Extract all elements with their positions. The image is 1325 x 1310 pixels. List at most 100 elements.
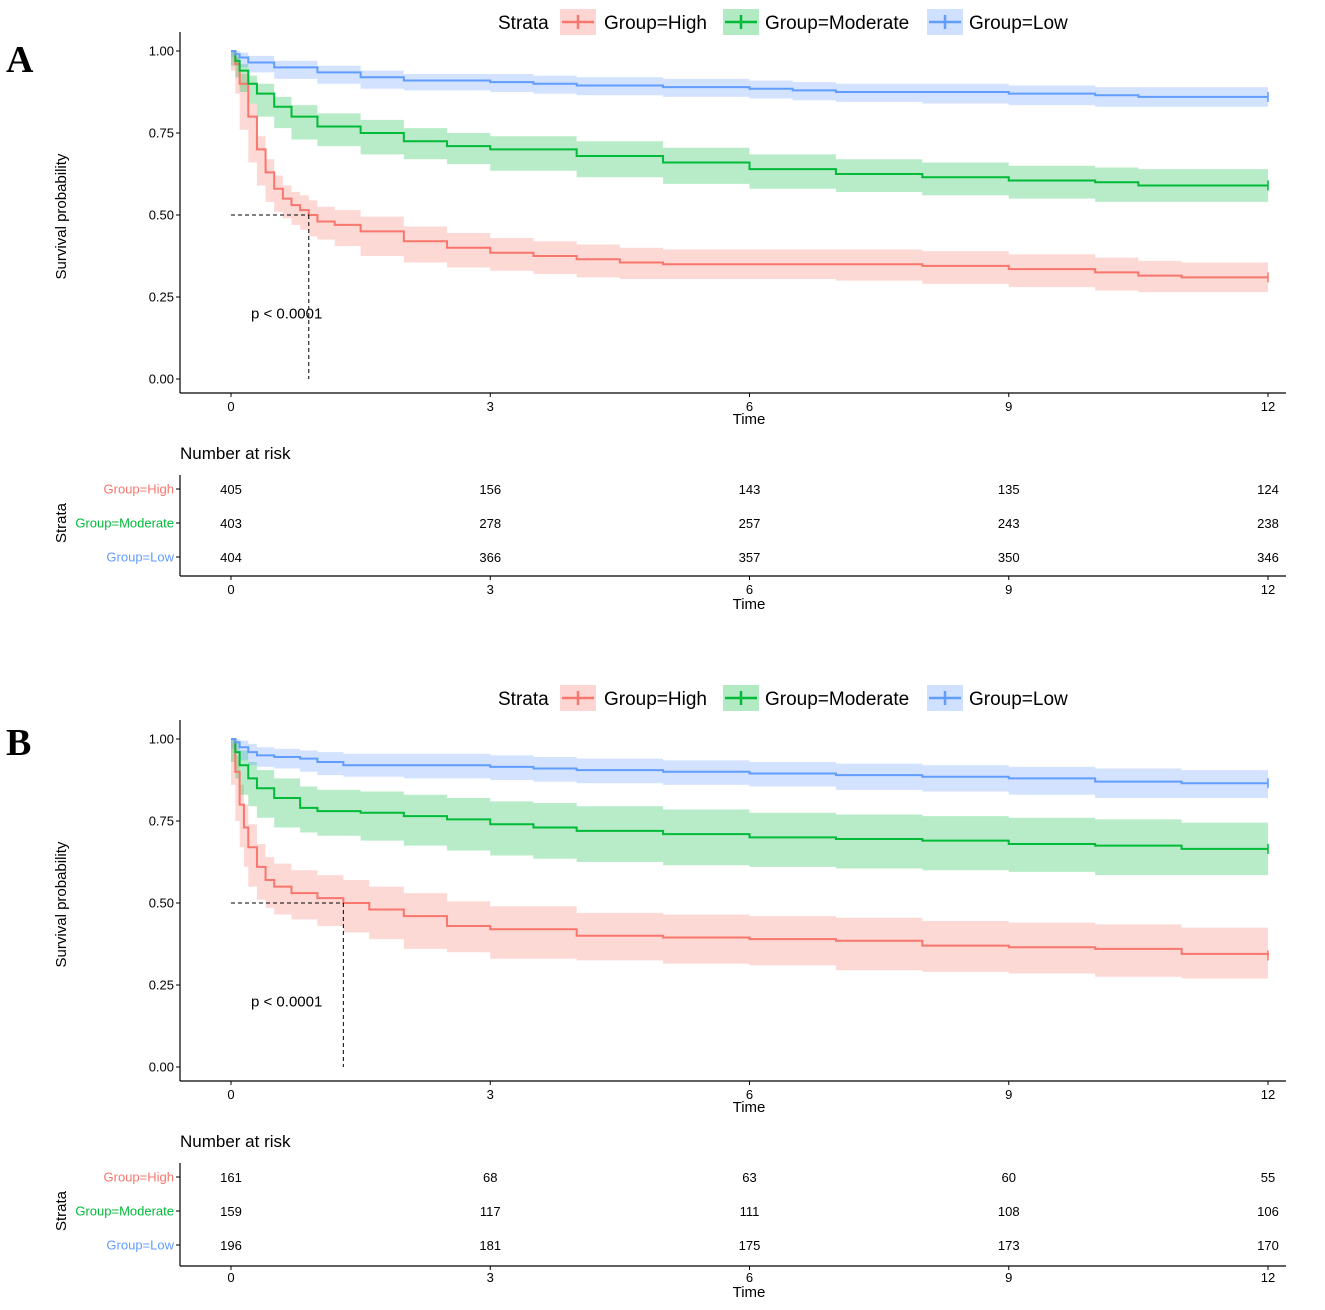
legend-entry-label: Group=Low — [969, 13, 1068, 34]
x-tick-label: 9 — [1005, 1087, 1012, 1102]
risk-row-label: Group=Low — [106, 550, 174, 565]
survival-curve — [231, 50, 1268, 279]
survival-curve — [231, 738, 1269, 956]
risk-cell: 257 — [739, 516, 761, 531]
risk-cell: 403 — [220, 516, 242, 531]
risk-cell: 159 — [220, 1204, 242, 1219]
risk-x-tick-label: 6 — [746, 1270, 753, 1285]
x-axis-title: Time — [733, 411, 766, 428]
legend-entry-label: Group=High — [604, 13, 707, 34]
y-tick-label: 0.75 — [149, 126, 174, 141]
risk-cell: 366 — [479, 550, 501, 565]
risk-cell: 55 — [1261, 1170, 1275, 1185]
risk-cell: 357 — [739, 550, 761, 565]
risk-row-label: Group=Low — [106, 1238, 174, 1253]
x-tick-label: 6 — [746, 1087, 753, 1102]
y-tick-label: 0.00 — [149, 372, 174, 387]
y-axis-title: Survival probability — [53, 841, 70, 967]
p-value: p < 0.0001 — [251, 305, 322, 322]
risk-x-axis-title: Time — [733, 1284, 766, 1301]
y-tick-label: 0.25 — [149, 290, 174, 305]
risk-x-tick-label: 12 — [1261, 1270, 1275, 1285]
risk-cell: 405 — [220, 482, 242, 497]
confidence-band — [231, 51, 1268, 293]
panel-label: B — [6, 722, 31, 764]
x-axis-title: Time — [733, 1099, 766, 1116]
risk-cell: 161 — [220, 1170, 242, 1185]
risk-x-tick-label: 12 — [1261, 582, 1275, 597]
risk-cell: 238 — [1257, 516, 1279, 531]
risk-table-title: Number at risk — [180, 444, 291, 463]
risk-y-axis-title: Strata — [53, 502, 70, 543]
risk-cell: 60 — [1002, 1170, 1016, 1185]
risk-table-title: Number at risk — [180, 1132, 291, 1151]
y-tick-label: 1.00 — [149, 732, 174, 747]
x-tick-label: 0 — [227, 399, 234, 414]
confidence-band — [231, 739, 1268, 979]
risk-x-tick-label: 0 — [227, 582, 234, 597]
legend-title: Strata — [498, 13, 549, 34]
risk-cell: 181 — [479, 1238, 501, 1253]
x-tick-label: 9 — [1005, 399, 1012, 414]
risk-cell: 196 — [220, 1238, 242, 1253]
x-tick-label: 0 — [227, 1087, 234, 1102]
risk-row-label: Group=High — [104, 1170, 174, 1185]
risk-x-tick-label: 6 — [746, 582, 753, 597]
legend-entry-label: Group=Low — [969, 689, 1068, 710]
risk-row-label: Group=Moderate — [75, 1204, 174, 1219]
risk-y-axis-title: Strata — [53, 1190, 70, 1231]
km-panel-a: A Strata Group=High Group=Moderate Group=Low… — [6, 9, 1286, 613]
risk-cell: 346 — [1257, 550, 1279, 565]
risk-x-tick-label: 0 — [227, 1270, 234, 1285]
x-tick-label: 12 — [1261, 399, 1275, 414]
y-tick-label: 0.25 — [149, 978, 174, 993]
y-tick-label: 0.00 — [149, 1060, 174, 1075]
x-tick-label: 3 — [487, 399, 494, 414]
survival-curve — [231, 738, 1268, 850]
risk-cell: 243 — [998, 516, 1020, 531]
risk-cell: 156 — [479, 482, 501, 497]
survival-curve — [231, 50, 1268, 187]
survival-curve — [231, 50, 1268, 98]
risk-cell: 124 — [1257, 482, 1279, 497]
confidence-band — [231, 51, 1268, 107]
legend-title: Strata — [498, 689, 549, 710]
risk-row-label: Group=High — [104, 482, 174, 497]
risk-x-tick-label: 9 — [1005, 582, 1012, 597]
legend-entry-label: Group=Moderate — [765, 689, 909, 710]
risk-row-label: Group=Moderate — [75, 516, 174, 531]
risk-cell: 111 — [740, 1204, 760, 1219]
risk-cell: 404 — [220, 550, 242, 565]
risk-cell: 278 — [479, 516, 501, 531]
risk-cell: 143 — [739, 482, 761, 497]
risk-x-tick-label: 3 — [487, 582, 494, 597]
legend-entry-label: Group=High — [604, 689, 707, 710]
p-value: p < 0.0001 — [251, 993, 322, 1010]
risk-cell: 63 — [742, 1170, 756, 1185]
risk-cell: 175 — [739, 1238, 761, 1253]
risk-cell: 170 — [1257, 1238, 1279, 1253]
x-tick-label: 12 — [1261, 1087, 1275, 1102]
risk-cell: 117 — [480, 1204, 501, 1219]
y-tick-label: 0.50 — [149, 208, 174, 223]
legend-entry-label: Group=Moderate — [765, 13, 909, 34]
y-axis-title: Survival probability — [53, 153, 70, 279]
y-tick-label: 0.50 — [149, 896, 174, 911]
confidence-band — [231, 739, 1268, 799]
risk-x-tick-label: 9 — [1005, 1270, 1012, 1285]
legend: Strata Group=High Group=Moderate Group=Low — [498, 685, 1068, 711]
risk-cell: 173 — [998, 1238, 1020, 1253]
legend: Strata Group=High Group=Moderate Group=Low — [498, 9, 1068, 35]
risk-cell: 350 — [998, 550, 1020, 565]
km-panel-b: B Strata Group=High Group=Moderate Group=Low… — [6, 685, 1286, 1301]
survival-curve — [231, 738, 1268, 785]
confidence-band — [231, 51, 1268, 202]
panel-label: A — [6, 39, 34, 81]
x-tick-label: 6 — [746, 399, 753, 414]
y-tick-label: 1.00 — [149, 44, 174, 59]
risk-cell: 108 — [998, 1204, 1020, 1219]
x-tick-label: 3 — [487, 1087, 494, 1102]
risk-cell: 106 — [1257, 1204, 1279, 1219]
